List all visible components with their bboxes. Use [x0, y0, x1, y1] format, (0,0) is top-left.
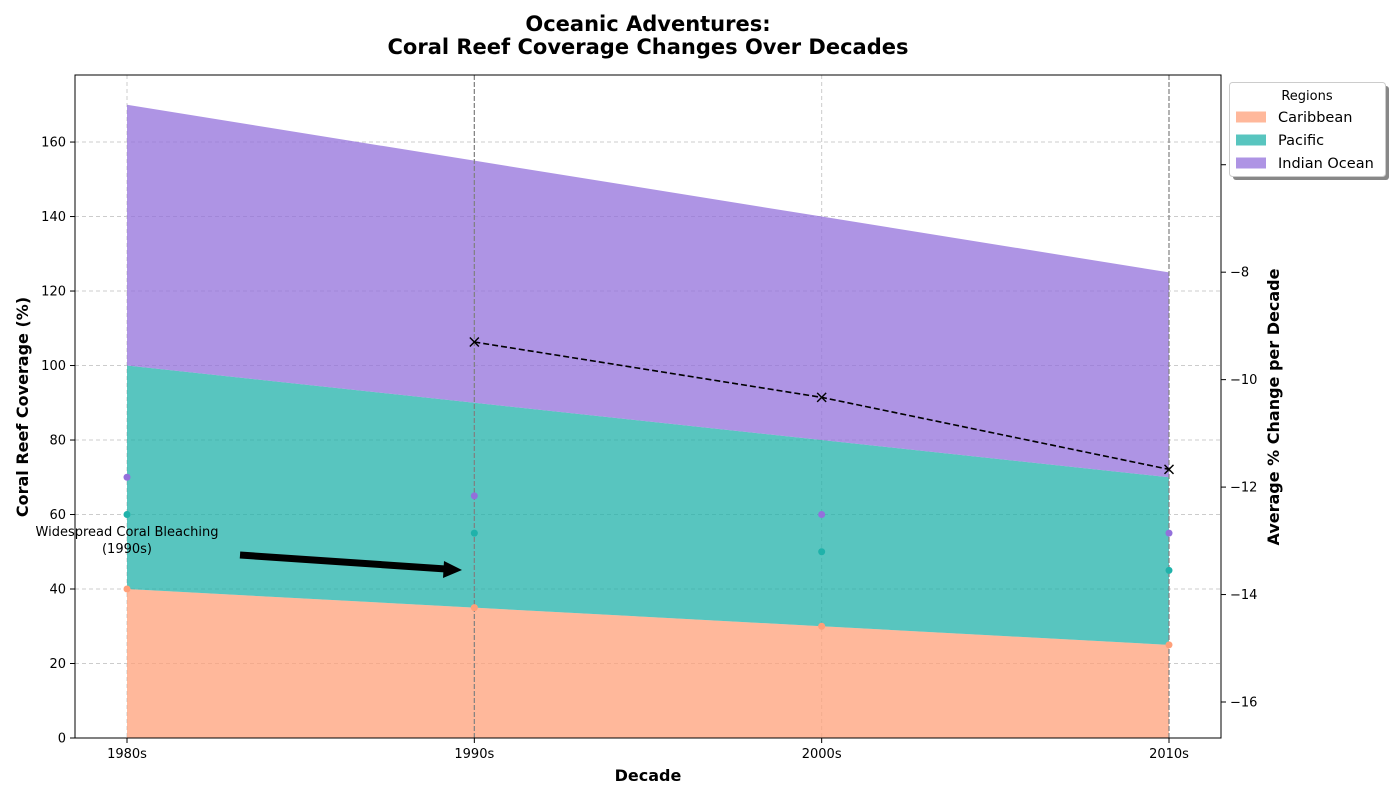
- marker-indian-ocean: [470, 492, 478, 500]
- annotation-arrow-shaft: [239, 551, 447, 573]
- annotation: Widespread Coral Bleaching (1990s): [36, 525, 462, 578]
- avg-marker-stroke: [816, 392, 827, 403]
- marker-indian-ocean: [123, 473, 131, 481]
- marker-pacific: [470, 529, 478, 537]
- marker-caribbean: [818, 622, 826, 630]
- stacked-areas: [127, 104, 1169, 738]
- marker-pacific: [1165, 566, 1173, 574]
- x-tick-label: 2010s: [1149, 747, 1189, 762]
- y-tick-label: 120: [41, 285, 66, 300]
- y2-tick-label: −16: [1230, 696, 1257, 711]
- marker-caribbean: [123, 585, 131, 593]
- y2-tick-label: −10: [1230, 373, 1257, 388]
- marker-caribbean: [1165, 641, 1173, 649]
- y-tick-label: 60: [49, 508, 66, 523]
- y-axis-ticks: 0 20 40 60 80 100 120 140 160: [41, 136, 75, 747]
- y-axis-label: Coral Reef Coverage (%): [13, 297, 32, 517]
- y2-tick-label: −12: [1230, 481, 1257, 496]
- x-tick-label: 1990s: [454, 747, 494, 762]
- avg-change-marker: [469, 337, 480, 348]
- area-caribbean: [127, 589, 1169, 738]
- legend-box: [1229, 82, 1386, 177]
- y-tick-label: 140: [41, 210, 66, 225]
- marker-pacific: [818, 548, 826, 556]
- y2-tick-label: −8: [1230, 266, 1249, 281]
- plot-frame: [74, 74, 1222, 739]
- chart-title-line2: Coral Reef Coverage Changes Over Decades: [388, 35, 909, 59]
- marker-caribbean: [470, 604, 478, 612]
- marker-pacific: [123, 511, 131, 519]
- legend-items: Caribbean Pacific Indian Ocean: [1236, 110, 1374, 172]
- marker-indian-ocean: [1165, 529, 1173, 537]
- chart-title-line1: Oceanic Adventures:: [525, 12, 770, 36]
- y-tick-label: 100: [41, 359, 66, 374]
- legend-swatch-indian-ocean: [1236, 157, 1266, 169]
- legend-label-caribbean: Caribbean: [1278, 110, 1352, 126]
- y2-tick-label: −14: [1230, 588, 1257, 603]
- annotation-text-line1: Widespread Coral Bleaching: [36, 525, 219, 540]
- x-axis-label: Decade: [615, 766, 682, 785]
- annotation-arrow-head: [443, 561, 462, 578]
- avg-marker-stroke: [469, 337, 480, 348]
- y2-axis-label: Average % Change per Decade: [1264, 268, 1283, 545]
- y-tick-label: 0: [58, 732, 66, 747]
- x-tick-label: 2000s: [802, 747, 842, 762]
- annotation-text-line2: (1990s): [102, 542, 152, 557]
- reference-lines: [473, 75, 1170, 738]
- avg-marker-stroke: [1164, 464, 1174, 475]
- y-tick-label: 20: [49, 657, 66, 672]
- average-change-series: [469, 337, 1174, 475]
- legend-swatch-caribbean: [1236, 111, 1266, 123]
- legend: Regions Caribbean Pacific Indian Ocean: [1229, 82, 1389, 180]
- data-markers: [123, 473, 1173, 649]
- legend-label-pacific: Pacific: [1278, 133, 1324, 149]
- legend-label-indian-ocean: Indian Ocean: [1278, 156, 1374, 172]
- y-tick-label: 160: [41, 136, 66, 151]
- legend-swatch-pacific: [1236, 134, 1266, 146]
- legend-title: Regions: [1281, 89, 1333, 104]
- y2-axis-ticks: −16−14−12−10−8−6: [1221, 158, 1257, 711]
- y-tick-label: 80: [49, 434, 66, 449]
- x-tick-label: 1980s: [107, 747, 147, 762]
- avg-change-marker: [816, 392, 827, 403]
- area-indian-ocean: [127, 104, 1169, 478]
- y-tick-label: 40: [49, 583, 66, 598]
- avg-change-marker: [1164, 464, 1174, 475]
- x-axis-ticks: 1980s 1990s 2000s 2010s: [107, 738, 1189, 762]
- area-pacific: [127, 365, 1169, 645]
- marker-indian-ocean: [818, 511, 826, 519]
